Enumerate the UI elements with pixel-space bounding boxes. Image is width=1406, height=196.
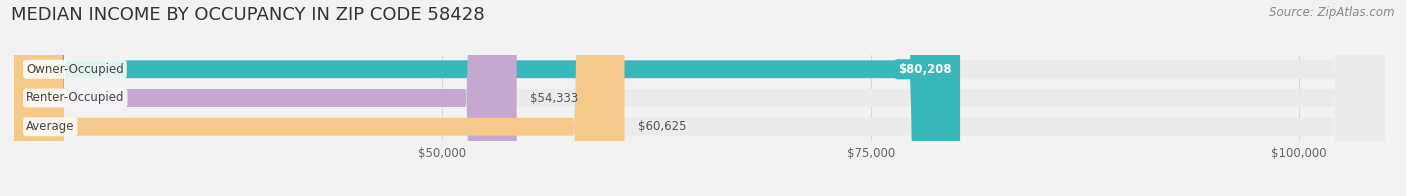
FancyBboxPatch shape — [14, 0, 1385, 196]
Text: Source: ZipAtlas.com: Source: ZipAtlas.com — [1270, 6, 1395, 19]
Text: Average: Average — [27, 120, 75, 133]
Text: $80,208: $80,208 — [898, 63, 952, 76]
FancyBboxPatch shape — [14, 0, 1385, 196]
FancyBboxPatch shape — [14, 0, 1385, 196]
Text: $60,625: $60,625 — [638, 120, 686, 133]
Text: Owner-Occupied: Owner-Occupied — [27, 63, 124, 76]
FancyBboxPatch shape — [14, 0, 960, 196]
Text: Renter-Occupied: Renter-Occupied — [27, 92, 125, 104]
Text: $54,333: $54,333 — [530, 92, 579, 104]
FancyBboxPatch shape — [14, 0, 624, 196]
FancyBboxPatch shape — [14, 0, 516, 196]
Text: MEDIAN INCOME BY OCCUPANCY IN ZIP CODE 58428: MEDIAN INCOME BY OCCUPANCY IN ZIP CODE 5… — [11, 6, 485, 24]
